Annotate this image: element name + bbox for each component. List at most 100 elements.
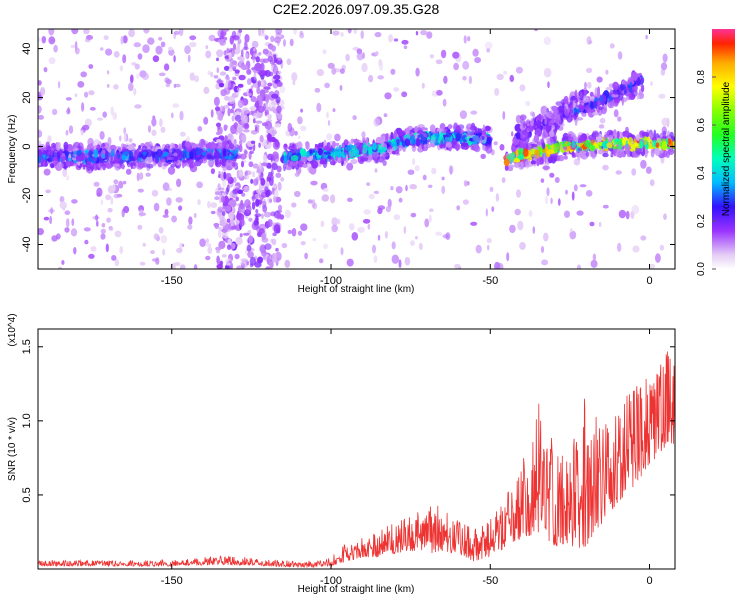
heatmap-cell bbox=[158, 227, 164, 234]
heatmap-cell bbox=[655, 142, 660, 148]
heatmap-cell bbox=[226, 244, 232, 250]
heatmap-cell bbox=[221, 254, 227, 258]
heatmap-cell bbox=[456, 205, 461, 211]
heatmap-cell bbox=[331, 67, 337, 75]
heatmap-cell bbox=[85, 35, 94, 40]
heatmap-cell bbox=[256, 124, 260, 133]
heatmap-cell bbox=[470, 146, 475, 151]
heatmap-cell bbox=[577, 108, 580, 114]
heatmap-cell bbox=[249, 256, 256, 266]
heatmap-cell bbox=[306, 161, 311, 171]
heatmap-cell bbox=[105, 243, 109, 253]
heatmap-cell bbox=[385, 133, 389, 143]
heatmap-cell bbox=[331, 217, 339, 227]
heatmap-cell bbox=[448, 165, 454, 175]
heatmap-cell bbox=[65, 97, 72, 101]
heatmap-cell bbox=[576, 210, 584, 216]
heatmap-cell bbox=[90, 246, 97, 252]
heatmap-cell bbox=[225, 144, 230, 148]
heatmap-cell bbox=[300, 154, 307, 163]
snr-y-tick-label: 0.5 bbox=[21, 487, 33, 502]
heatmap-cell bbox=[415, 31, 419, 36]
heatmap-cell bbox=[431, 167, 437, 175]
heatmap-cell bbox=[469, 125, 477, 131]
heatmap-cell bbox=[274, 36, 281, 44]
heatmap-cell bbox=[460, 142, 469, 147]
heatmap-cell bbox=[302, 163, 308, 168]
heatmap-cell bbox=[314, 143, 318, 148]
heatmap-cell bbox=[247, 251, 254, 259]
heatmap-cell bbox=[284, 154, 288, 165]
heatmap-cell bbox=[616, 130, 620, 139]
heatmap-cell bbox=[564, 155, 568, 160]
heatmap-cell bbox=[132, 159, 137, 167]
heatmap-cell bbox=[615, 170, 622, 175]
heatmap-cell bbox=[270, 238, 274, 243]
heatmap-cell bbox=[353, 29, 358, 35]
heatmap-cell bbox=[151, 258, 158, 262]
heatmap-cell bbox=[260, 79, 264, 87]
heatmap-cell bbox=[125, 168, 132, 175]
heatmap-cell bbox=[429, 208, 434, 212]
heatmap-cell bbox=[640, 159, 647, 169]
heatmap-cell bbox=[375, 51, 379, 56]
heatmap-cell bbox=[205, 143, 213, 149]
heatmap-cell bbox=[417, 134, 424, 138]
heatmap-cell bbox=[415, 137, 421, 147]
heatmap-cell bbox=[38, 145, 43, 149]
heatmap-cell bbox=[175, 197, 183, 203]
heatmap-cell bbox=[270, 168, 274, 177]
heatmap-cell bbox=[327, 120, 331, 126]
heatmap-cell bbox=[660, 137, 664, 143]
heatmap-cell bbox=[133, 88, 137, 96]
heatmap-cell bbox=[165, 83, 171, 88]
heatmap-cell bbox=[101, 223, 106, 228]
heatmap-cell bbox=[377, 205, 386, 210]
heatmap-cell bbox=[239, 233, 243, 238]
heatmap-cell bbox=[150, 250, 155, 255]
heatmap-cell bbox=[339, 85, 343, 91]
heatmap-cell bbox=[145, 155, 153, 164]
heatmap-cell bbox=[625, 210, 630, 220]
heatmap-cell bbox=[281, 242, 288, 249]
heatmap-cell bbox=[138, 172, 144, 180]
heatmap-cell bbox=[228, 143, 235, 150]
heatmap-cell bbox=[484, 41, 493, 50]
colorbar-tick-label: 0.6 bbox=[696, 118, 707, 132]
heatmap-cell bbox=[493, 141, 498, 146]
heatmap-cell bbox=[153, 233, 159, 240]
heatmap-cell bbox=[519, 241, 526, 250]
heatmap-cell bbox=[347, 29, 352, 34]
heatmap-cell bbox=[276, 112, 283, 120]
heatmap-cell bbox=[270, 136, 276, 143]
heatmap-cell bbox=[530, 160, 537, 165]
heatmap-cell bbox=[597, 149, 604, 155]
heatmap-cell bbox=[580, 91, 583, 100]
heatmap-cell bbox=[640, 235, 647, 241]
heatmap-cell bbox=[188, 159, 194, 169]
heatmap-cell bbox=[264, 109, 270, 116]
heatmap-cell bbox=[418, 144, 422, 153]
heatmap-cell bbox=[193, 213, 197, 218]
heatmap-cell bbox=[501, 177, 506, 184]
heatmap-cell bbox=[151, 117, 157, 127]
heatmap-cell bbox=[486, 48, 491, 53]
heatmap-cell bbox=[393, 87, 400, 92]
heatmap-cell bbox=[259, 135, 264, 143]
heatmap-cell bbox=[587, 81, 592, 89]
heatmap-cell bbox=[542, 165, 550, 170]
heatmap-cell bbox=[372, 244, 376, 254]
heatmap-cell bbox=[38, 114, 44, 120]
heatmap-cell bbox=[514, 208, 521, 216]
heatmap-cell bbox=[319, 258, 323, 264]
heatmap-cell bbox=[260, 162, 269, 167]
heatmap-cell bbox=[659, 149, 664, 154]
heatmap-cell bbox=[266, 256, 271, 265]
heatmap-cell bbox=[602, 152, 609, 158]
heatmap-cell bbox=[398, 259, 402, 268]
heatmap-cell bbox=[612, 90, 619, 96]
heatmap-cell bbox=[248, 161, 254, 168]
heatmap-cell bbox=[430, 129, 436, 133]
heatmap-cell bbox=[261, 29, 265, 34]
